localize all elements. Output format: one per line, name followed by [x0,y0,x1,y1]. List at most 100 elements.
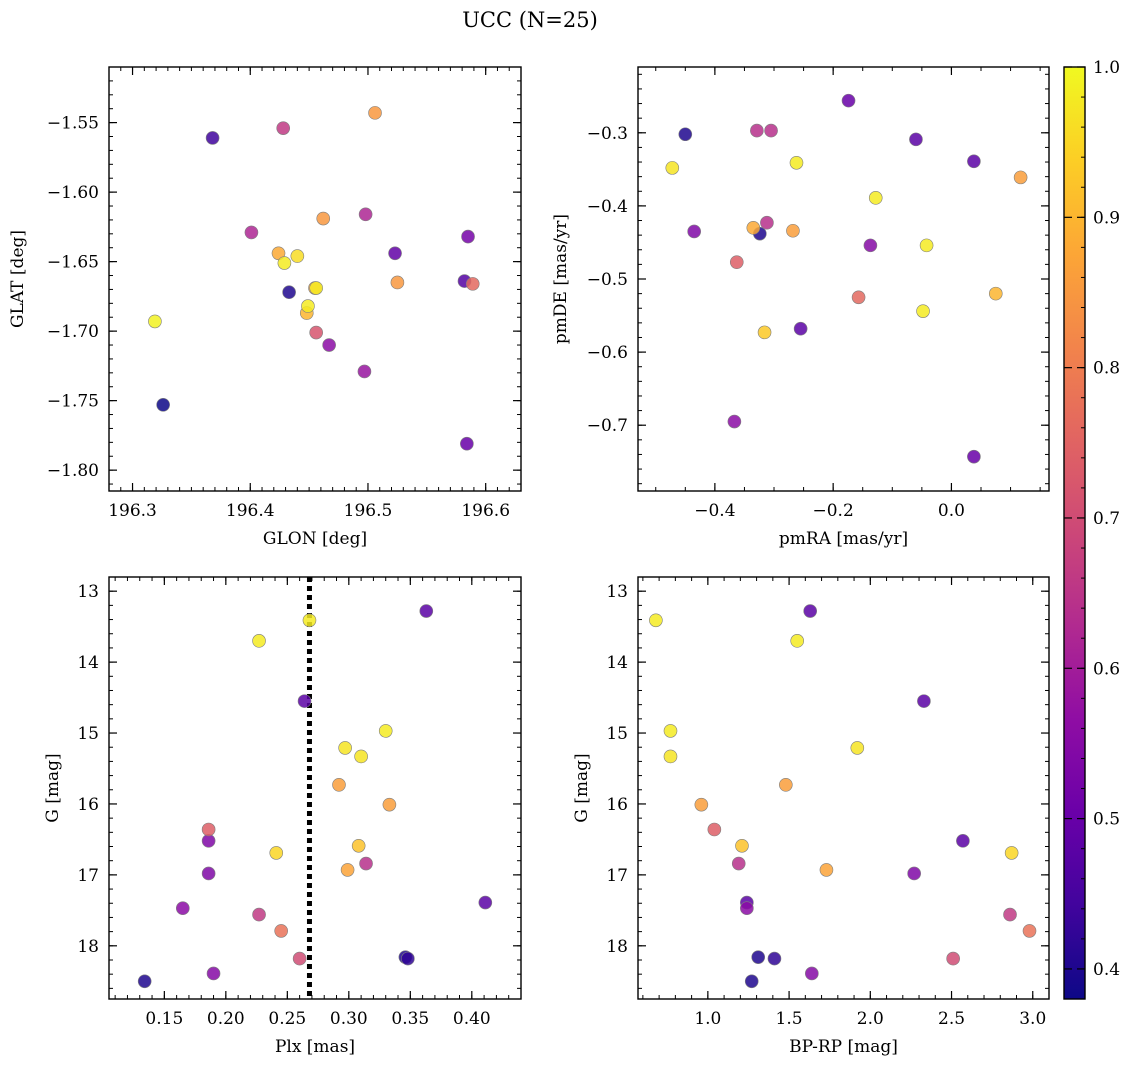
x-tick-label: 196.3 [108,501,157,521]
pmra-pmde-panel: −0.4 −0.2 0.0 −0.3 −0.4 −0.5 −0.6 −0.7 pmRA [mas… [551,66,1050,549]
data-point [919,238,934,253]
data-point [757,325,772,340]
y-tick-label: 16 [606,795,628,815]
axes-frame [108,576,522,1000]
y-tick-label: 13 [606,582,628,602]
data-point [707,822,722,837]
x-tick-label: 0.40 [453,1009,491,1029]
data-point [244,225,259,240]
x-tick-label: 0.0 [938,501,965,521]
data-point [309,325,323,340]
colorbar: 0.4 0.5 0.6 0.7 0.8 0.9 1.0 [1063,58,1120,1000]
data-point [793,321,808,336]
data-point [663,749,678,764]
data-point [137,974,152,989]
x-tick-label: 0.25 [268,1009,306,1029]
data-point [357,364,372,379]
colorbar-tick-label: 0.6 [1093,659,1120,679]
colorbar-tick-label: 1.0 [1093,58,1120,78]
data-point [967,449,981,464]
data-point [767,951,782,966]
data-point [988,286,1003,301]
y-tick-label: 13 [77,582,99,602]
y-tick-label: −0.4 [587,197,628,217]
data-point [460,436,474,451]
data-point [378,724,393,738]
y-tick-label: 17 [77,866,99,886]
data-point [649,613,663,628]
data-point [340,863,355,877]
data-point [401,951,415,966]
data-point [727,414,742,429]
figure-title: UCC (N=25) [462,8,598,32]
data-point [175,901,190,916]
data-point [461,229,475,244]
data-point [290,249,305,263]
data-point [764,123,778,138]
data-point [368,106,382,120]
minor-ticks [109,576,522,999]
data-point [1022,924,1037,938]
data-point [946,951,960,966]
data-point [382,797,397,812]
data-point [956,834,970,848]
data-point [746,221,761,235]
data-point [909,132,923,147]
data-point [316,211,331,226]
data-point [805,966,819,981]
y-tick-label: −0.6 [587,343,628,363]
data-point [665,161,680,175]
glon-glat-panel: 196.3 196.4 196.5 196.6 −1.55 −1.60 −1.65 −1.70… [8,66,522,549]
data-point [388,246,402,261]
y-tick-label: 18 [606,937,628,957]
data-point [302,613,317,628]
x-tick-label: 0.35 [391,1009,429,1029]
bprp-g-panel: 1.0 1.5 2.0 2.5 3.0 13 14 15 16 17 18 BP-RP [mag] G … [572,576,1050,1057]
data-point [301,299,315,313]
x-tick-label: −0.4 [694,501,735,521]
data-point [967,154,981,169]
data-point [1013,170,1028,185]
colorbar-tick-label: 0.4 [1093,960,1120,980]
y-tick-label: −1.55 [47,114,99,134]
axes-frame [637,576,1050,1000]
data-point [292,951,307,966]
data-point [351,839,366,853]
data-point [687,224,701,239]
x-axis-label: pmRA [mas/yr] [779,529,908,549]
x-tick-label: 1.5 [776,1009,803,1029]
x-tick-label: 1.0 [694,1009,721,1029]
data-point [252,634,266,648]
y-tick-label: −1.60 [47,183,99,203]
y-tick-label: −1.70 [47,322,99,342]
data-point [750,123,764,138]
data-point [390,275,405,290]
x-tick-label: 0.15 [145,1009,183,1029]
data-point [863,238,878,253]
data-point [868,191,883,205]
colorbar-tick-label: 0.9 [1093,208,1120,228]
y-axis-label: GLAT [deg] [8,230,28,328]
y-axis-label: G [mag] [572,753,592,822]
data-point [465,277,480,291]
y-tick-label: 18 [77,937,99,957]
data-point [274,924,288,938]
data-point [276,121,291,135]
data-point [1003,907,1017,922]
data-point [851,290,866,305]
data-point [269,846,284,860]
data-point [907,866,921,881]
data-point [359,856,373,871]
colorbar-tick-label: 0.7 [1093,509,1120,529]
data-point [156,398,170,412]
x-tick-label: −0.2 [813,501,854,521]
data-point [731,856,746,871]
colorbar-tick-label: 0.8 [1093,359,1120,379]
y-axis-label: pmDE [mas/yr] [551,214,571,344]
data-point [354,749,368,764]
data-point [850,741,865,755]
data-point [297,694,312,708]
x-tick-label: 2.5 [938,1009,965,1029]
data-point [201,822,216,837]
data-point [358,207,373,222]
